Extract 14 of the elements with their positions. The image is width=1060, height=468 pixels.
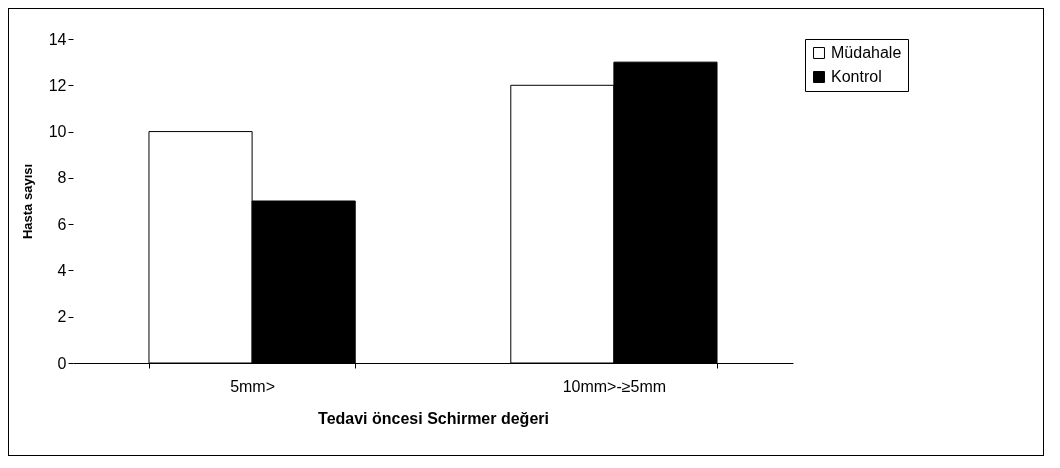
- y-axis-title: Hasta sayısı: [19, 163, 35, 240]
- y-tick-label: 10: [48, 123, 67, 141]
- y-tick-label: 2: [57, 308, 67, 326]
- legend-label: Müdahale: [831, 44, 902, 61]
- y-tick-label: 0: [57, 354, 67, 372]
- legend-label: Kontrol: [831, 68, 882, 85]
- x-tick-label: 5mm>: [230, 377, 276, 395]
- y-tick-label: 12: [48, 76, 67, 94]
- y-tick-label: 8: [57, 169, 67, 187]
- y-tick-label: 6: [57, 215, 67, 233]
- x-axis-title: Tedavi öncesi Schirmer değeri: [318, 409, 549, 427]
- y-tick-label: 4: [57, 261, 67, 279]
- x-tick-label: 10mm>-≥5mm: [562, 377, 667, 395]
- y-tick-label: 14: [48, 30, 67, 48]
